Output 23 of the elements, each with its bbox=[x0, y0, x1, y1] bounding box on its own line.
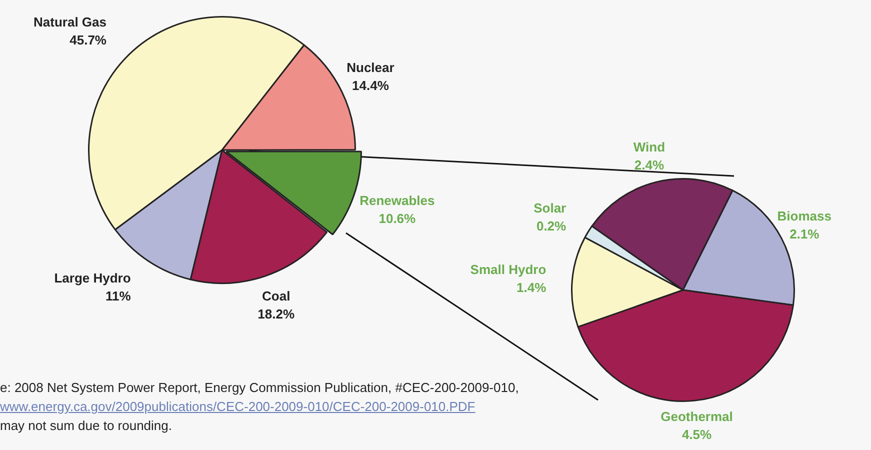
slice-label: Renewables bbox=[360, 192, 435, 208]
slice-label: Biomass bbox=[777, 208, 832, 224]
data-label: 14.4% bbox=[352, 78, 390, 93]
data-label: 2.1% bbox=[790, 226, 820, 242]
slice-label: Coal bbox=[262, 288, 290, 304]
slice-label: Large Hydro bbox=[54, 270, 131, 286]
slice-label: Wind bbox=[633, 140, 666, 155]
slice-label: Geothermal bbox=[660, 409, 733, 424]
slice-label: Nuclear bbox=[346, 60, 394, 75]
text: may not sum due to rounding. bbox=[0, 417, 173, 435]
slice-label: Natural Gas bbox=[34, 14, 106, 30]
data-label: 10.6% bbox=[378, 210, 416, 226]
data-label: 1.4% bbox=[516, 280, 547, 295]
data-label: 4.5% bbox=[682, 427, 712, 442]
data-label: 45.7% bbox=[70, 32, 107, 48]
data-label: 11% bbox=[105, 288, 132, 304]
data-label: 2.4% bbox=[634, 158, 664, 173]
slice-label: Small Hydro bbox=[470, 262, 546, 277]
text: e: 2008 Net System Power Report, Energy Commission Publication, #CEC-200-2009-010, bbox=[0, 379, 519, 397]
data-label: 18.2% bbox=[258, 306, 295, 322]
slice-label: Solar bbox=[534, 200, 566, 216]
data-label: 0.2% bbox=[536, 218, 567, 234]
text: www.energy.ca.gov/2009publications/CEC-200-2009-010/CEC-200-2009-010.PDF bbox=[0, 398, 476, 416]
